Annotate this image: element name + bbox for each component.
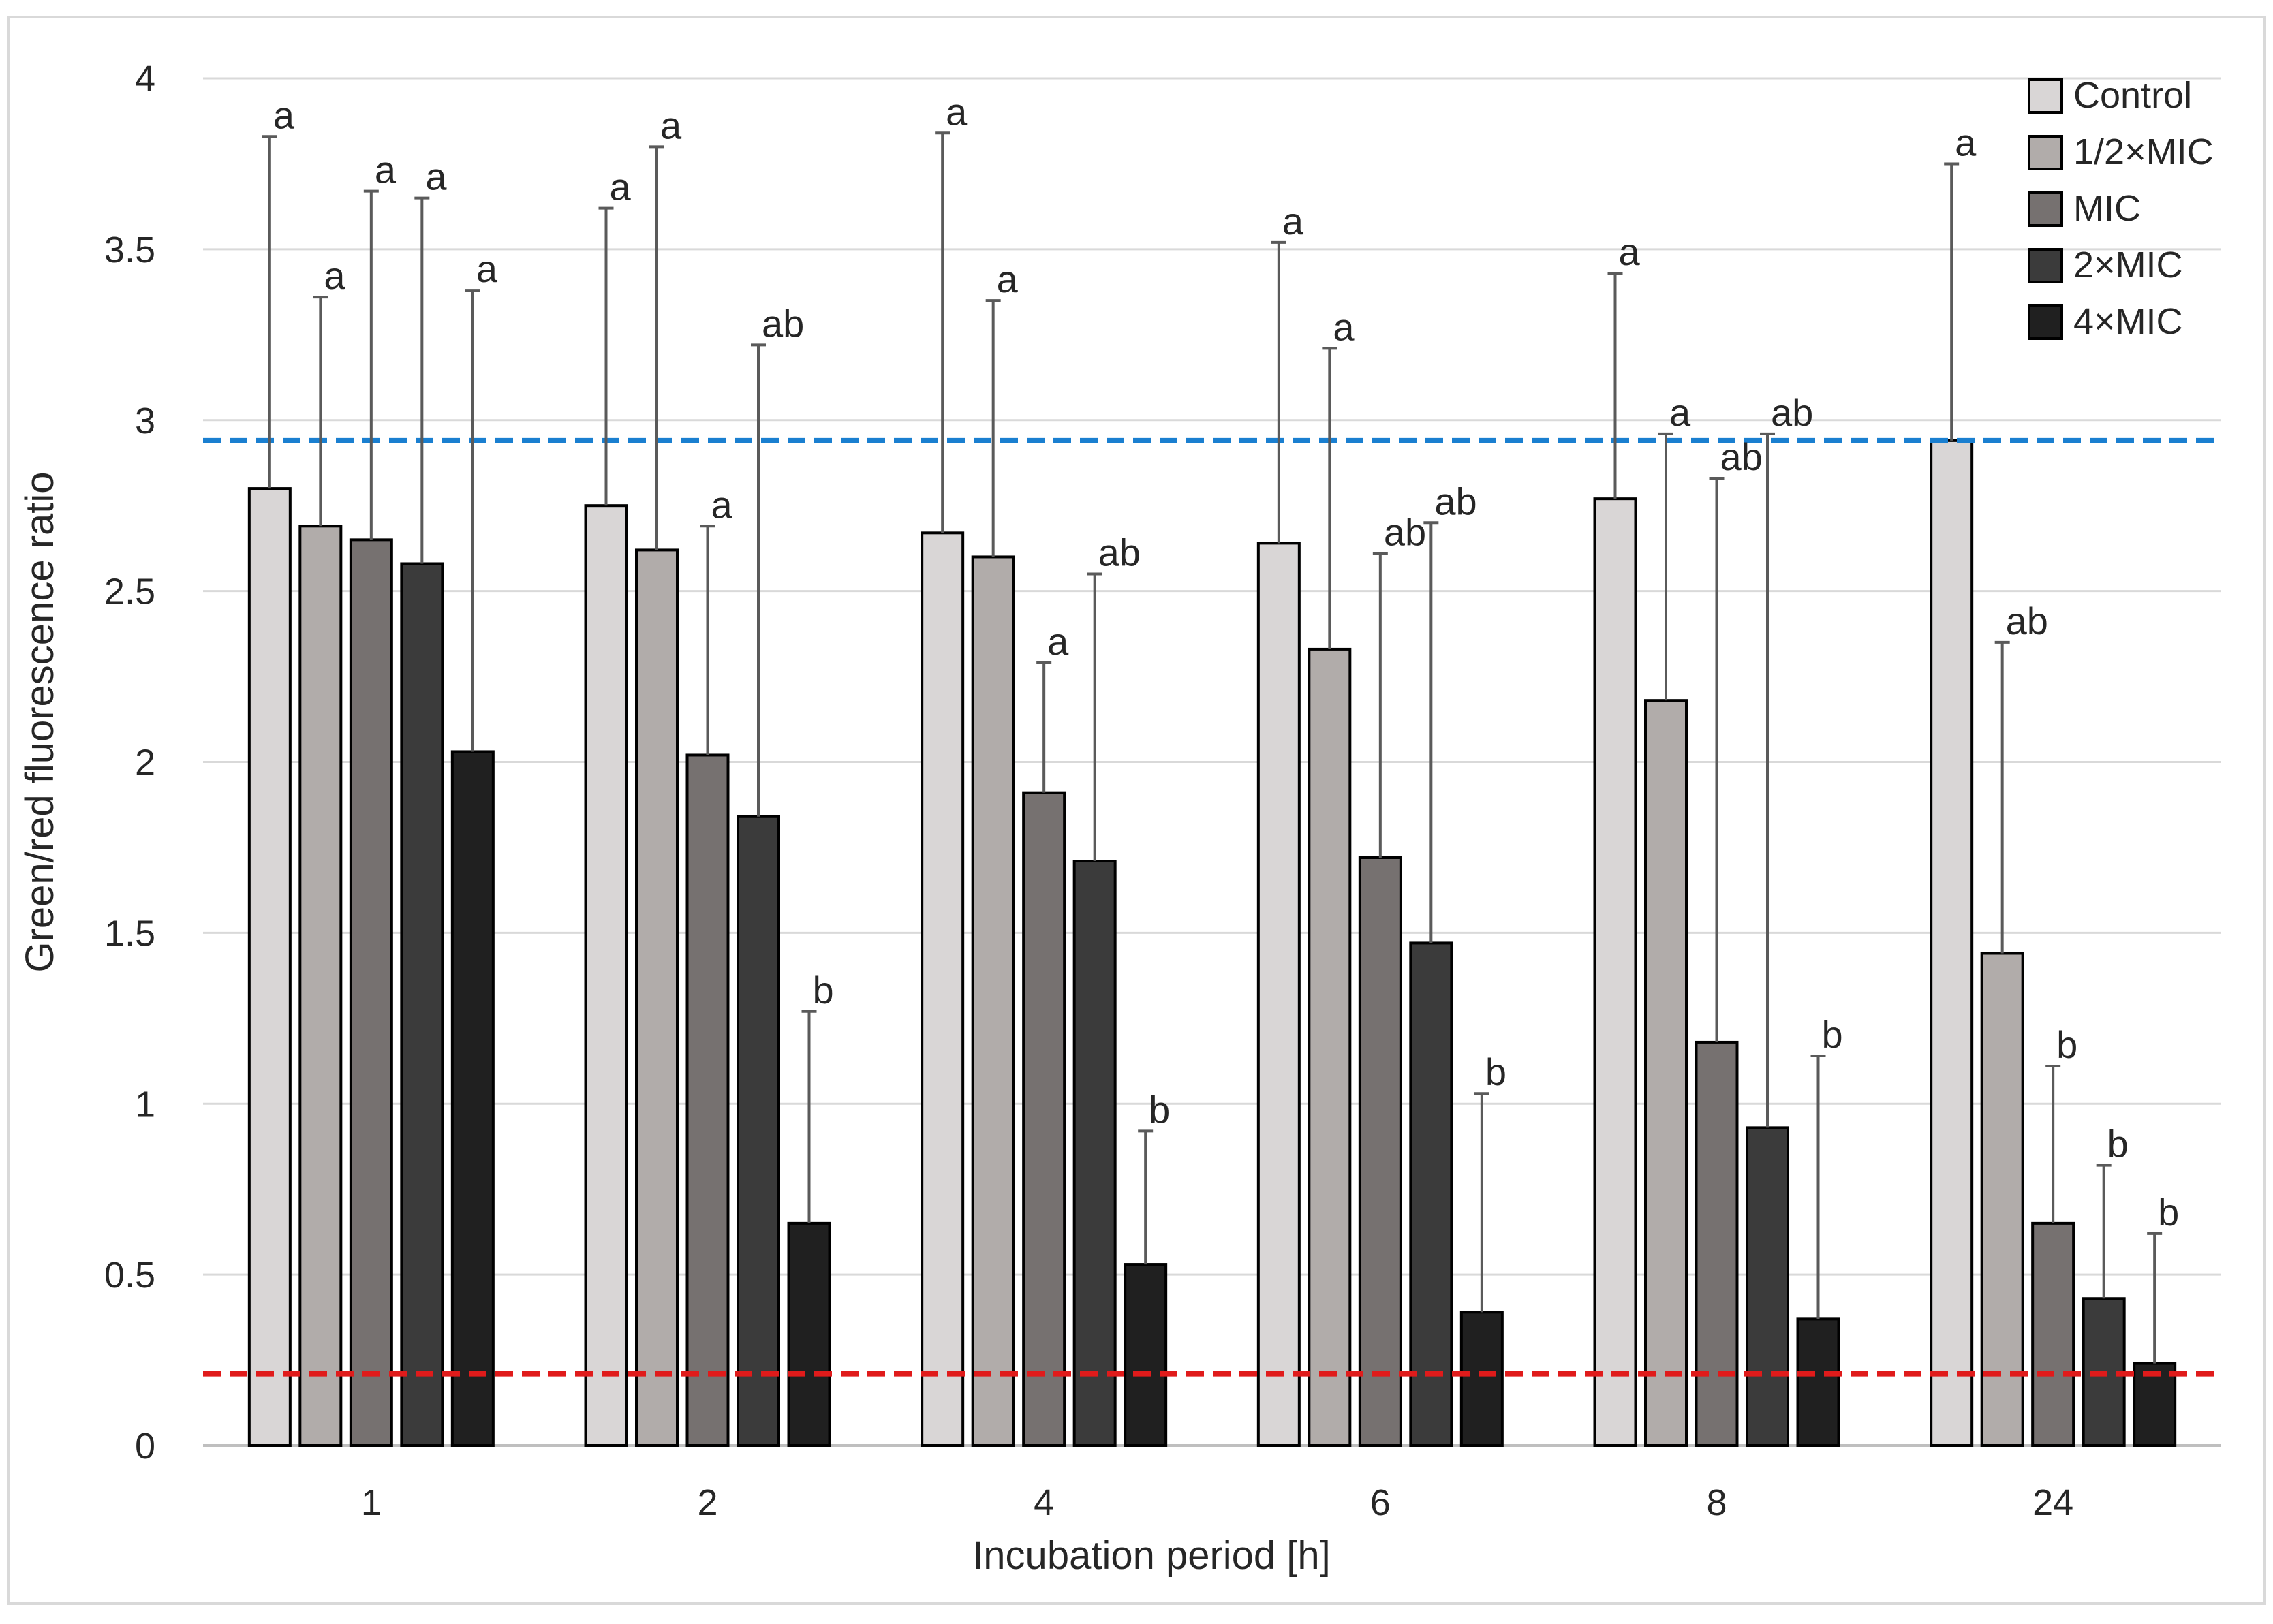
significance-letter: ab bbox=[1384, 510, 1426, 553]
significance-letter: ab bbox=[2006, 599, 2048, 642]
bar bbox=[298, 525, 343, 1447]
y-axis: 0 0.5 1 1.5 2 2.5 3 3.5 4 bbox=[104, 59, 155, 1467]
bar bbox=[1796, 1317, 1840, 1448]
significance-letter: ab bbox=[1434, 480, 1476, 522]
bar bbox=[1256, 542, 1301, 1447]
bar bbox=[1644, 699, 1688, 1447]
bar bbox=[1980, 952, 2024, 1447]
significance-letter: a bbox=[660, 104, 682, 146]
legend-swatch bbox=[2028, 304, 2063, 340]
legend-label: MIC bbox=[2073, 188, 2141, 229]
legend-swatch bbox=[2028, 191, 2063, 227]
bar bbox=[1308, 647, 1352, 1447]
significance-letter: a bbox=[946, 90, 968, 133]
bar bbox=[921, 531, 965, 1447]
legend-label: 1/2×MIC bbox=[2073, 131, 2214, 172]
x-axis: 1 2 4 6 8 24 bbox=[361, 1482, 2073, 1523]
bars bbox=[247, 439, 2177, 1448]
significance-letter: b bbox=[1822, 1013, 1843, 1056]
bar bbox=[247, 487, 292, 1447]
bar bbox=[1930, 439, 1974, 1447]
bar bbox=[2031, 1221, 2075, 1448]
bar bbox=[1022, 791, 1066, 1447]
significance-letter: a bbox=[1333, 305, 1355, 348]
bar bbox=[1593, 497, 1637, 1448]
significance-letter: a bbox=[1047, 620, 1069, 663]
x-tick-label: 1 bbox=[361, 1482, 382, 1523]
significance-letter: a bbox=[711, 483, 733, 526]
legend-label: 2×MIC bbox=[2073, 245, 2183, 285]
y-tick-label: 1.5 bbox=[104, 913, 155, 954]
bar bbox=[1072, 860, 1117, 1447]
x-tick-label: 4 bbox=[1034, 1482, 1054, 1523]
legend-label: 4×MIC bbox=[2073, 301, 2183, 342]
legend-swatch bbox=[2028, 248, 2063, 283]
bar bbox=[584, 504, 628, 1447]
significance-letter: b bbox=[1485, 1050, 1506, 1093]
significance-letter: b bbox=[2107, 1123, 2129, 1166]
bar bbox=[1124, 1263, 1168, 1447]
significance-letter: a bbox=[997, 257, 1019, 300]
significance-letter: b bbox=[1149, 1088, 1170, 1131]
legend-swatch bbox=[2028, 78, 2063, 114]
bar bbox=[1746, 1126, 1789, 1448]
significance-letter: a bbox=[1282, 200, 1304, 243]
significance-letter: a bbox=[1619, 230, 1641, 273]
y-tick-label: 3.5 bbox=[104, 230, 155, 270]
legend: Control 1/2×MIC MIC 2×MIC 4×MIC bbox=[2028, 75, 2214, 342]
gridlines bbox=[203, 77, 2221, 1447]
legend-swatch bbox=[2028, 135, 2063, 170]
bar bbox=[400, 562, 444, 1447]
bar bbox=[685, 753, 730, 1447]
significance-letter: a bbox=[425, 155, 447, 198]
significance-letter: ab bbox=[762, 302, 804, 345]
significance-letter: a bbox=[375, 149, 397, 191]
y-tick-label: 0.5 bbox=[104, 1255, 155, 1296]
bar bbox=[787, 1221, 831, 1448]
significance-letter: ab bbox=[1720, 435, 1763, 478]
bar bbox=[2133, 1362, 2177, 1447]
bar bbox=[1695, 1040, 1739, 1448]
bar bbox=[737, 815, 780, 1447]
x-axis-title: Incubation period [h] bbox=[972, 1533, 1331, 1578]
bar bbox=[1358, 856, 1402, 1447]
bar bbox=[635, 548, 679, 1447]
significance-letter: a bbox=[476, 247, 498, 290]
y-tick-label: 0 bbox=[135, 1426, 155, 1467]
y-tick-label: 1 bbox=[135, 1084, 155, 1125]
x-tick-label: 6 bbox=[1370, 1482, 1391, 1523]
y-tick-label: 3 bbox=[135, 401, 155, 441]
bar bbox=[1409, 941, 1453, 1447]
y-tick-label: 4 bbox=[135, 59, 155, 99]
reference-lines bbox=[203, 437, 2221, 1377]
significance-letter: a bbox=[610, 166, 632, 208]
x-tick-label: 24 bbox=[2032, 1482, 2073, 1523]
error-bars bbox=[262, 131, 2163, 1364]
significance-letter: b bbox=[2056, 1023, 2077, 1066]
x-tick-label: 8 bbox=[1706, 1482, 1727, 1523]
x-tick-label: 2 bbox=[697, 1482, 717, 1523]
significance-letter: a bbox=[1955, 121, 1977, 163]
significance-letter: ab bbox=[1098, 531, 1141, 574]
significance-letter: a bbox=[273, 93, 295, 136]
significance-letter: a bbox=[324, 254, 345, 297]
legend-label: Control bbox=[2073, 75, 2192, 116]
bar bbox=[1459, 1311, 1504, 1447]
bar bbox=[450, 750, 495, 1447]
y-tick-label: 2.5 bbox=[104, 572, 155, 612]
bar bbox=[349, 538, 393, 1447]
y-axis-title: Green/red fluorescence ratio bbox=[18, 471, 62, 972]
significance-letter: ab bbox=[1771, 391, 1813, 434]
bar bbox=[971, 555, 1015, 1448]
y-tick-label: 2 bbox=[135, 743, 155, 783]
significance-letter: b bbox=[2158, 1191, 2179, 1234]
significance-letter: b bbox=[813, 969, 834, 1012]
significance-letter: a bbox=[1669, 391, 1691, 434]
